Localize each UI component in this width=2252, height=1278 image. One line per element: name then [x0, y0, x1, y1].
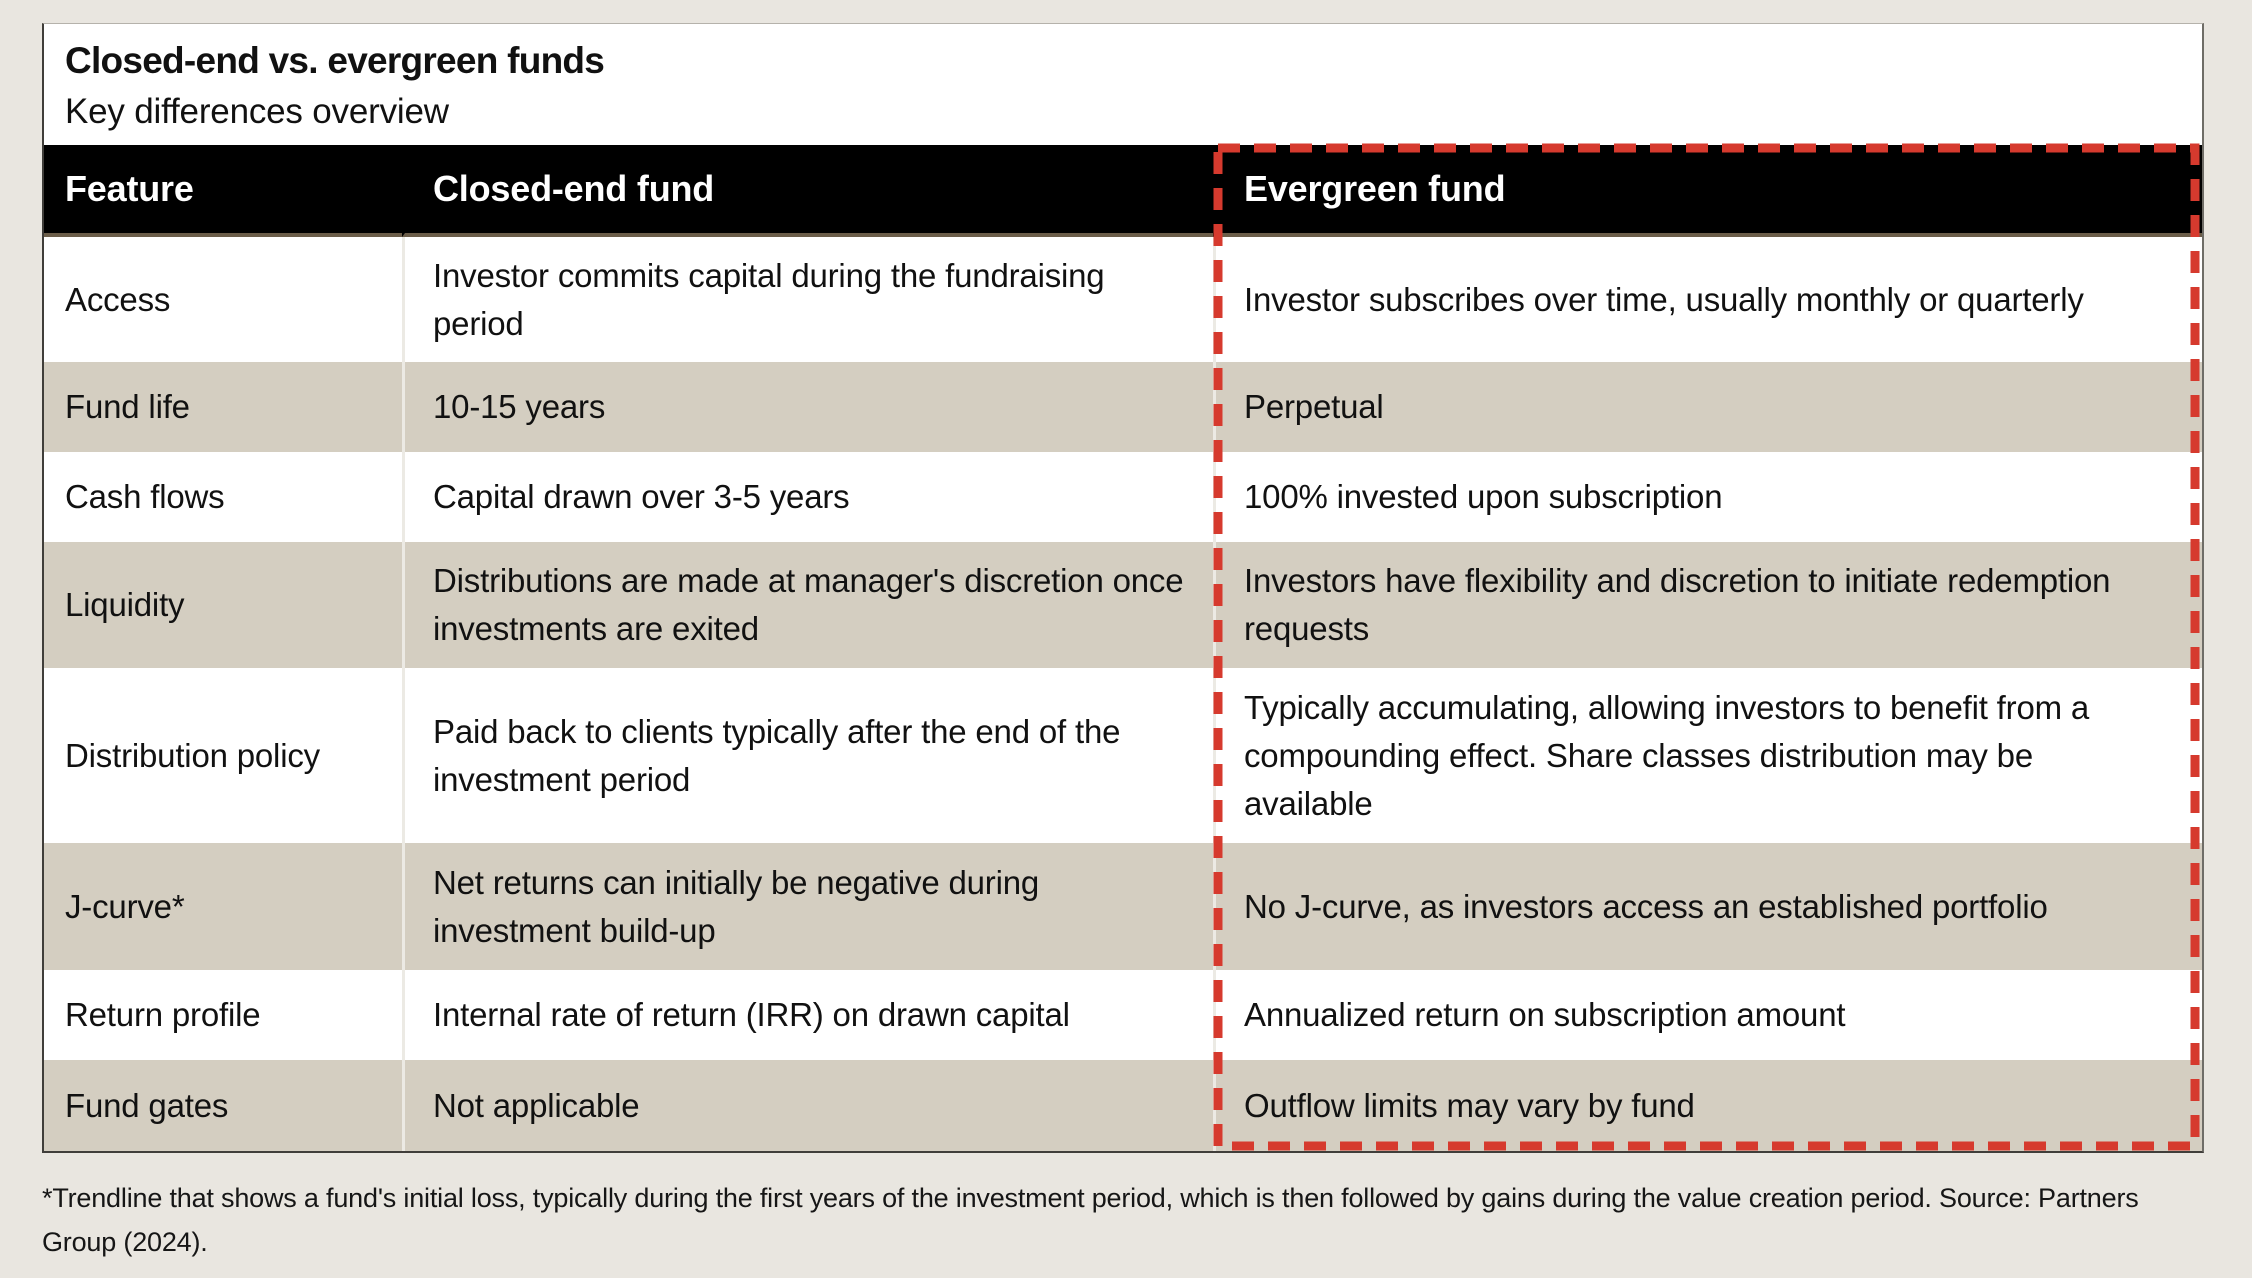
title-block: Closed-end vs. evergreen funds Key diffe… — [44, 24, 2202, 145]
row-fund-life-evergreen: Perpetual — [1213, 362, 2202, 452]
row-j-curve-evergreen: No J-curve, as investors access an estab… — [1213, 843, 2202, 970]
row-return-profile-evergreen: Annualized return on subscription amount — [1213, 970, 2202, 1060]
row-cash-flows-evergreen: 100% invested upon subscription — [1213, 452, 2202, 542]
header-feature: Feature — [44, 145, 402, 237]
row-access-closed: Investor commits capital during the fund… — [402, 237, 1213, 362]
row-distribution-policy-evergreen: Typically accumulating, allowing investo… — [1213, 668, 2202, 843]
page-subtitle: Key differences overview — [65, 92, 449, 132]
footnote: *Trendline that shows a fund's initial l… — [42, 1183, 2139, 1257]
header-evergreen-fund: Evergreen fund — [1213, 145, 2202, 237]
row-liquidity-closed: Distributions are made at manager's disc… — [402, 542, 1213, 668]
row-fund-life-closed: 10-15 years — [402, 362, 1213, 452]
row-return-profile-feature: Return profile — [44, 970, 402, 1060]
comparison-table-card: Closed-end vs. evergreen funds Key diffe… — [42, 23, 2204, 1153]
row-j-curve-feature: J-curve* — [44, 843, 402, 970]
row-fund-life-feature: Fund life — [44, 362, 402, 452]
row-cash-flows-closed: Capital drawn over 3-5 years — [402, 452, 1213, 542]
row-fund-gates-feature: Fund gates — [44, 1060, 402, 1151]
row-access-evergreen: Investor subscribes over time, usually m… — [1213, 237, 2202, 362]
row-distribution-policy-closed: Paid back to clients typically after the… — [402, 668, 1213, 843]
page-title: Closed-end vs. evergreen funds — [65, 40, 605, 81]
row-j-curve-closed: Net returns can initially be negative du… — [402, 843, 1213, 970]
row-cash-flows-feature: Cash flows — [44, 452, 402, 542]
row-liquidity-evergreen: Investors have flexibility and discretio… — [1213, 542, 2202, 668]
row-return-profile-closed: Internal rate of return (IRR) on drawn c… — [402, 970, 1213, 1060]
header-closed-end-fund: Closed-end fund — [402, 145, 1213, 237]
comparison-table: Feature Closed-end fund Evergreen fund A… — [44, 145, 2202, 1151]
row-access-feature: Access — [44, 237, 402, 362]
row-liquidity-feature: Liquidity — [44, 542, 402, 668]
row-fund-gates-evergreen: Outflow limits may vary by fund — [1213, 1060, 2202, 1151]
row-fund-gates-closed: Not applicable — [402, 1060, 1213, 1151]
row-distribution-policy-feature: Distribution policy — [44, 668, 402, 843]
